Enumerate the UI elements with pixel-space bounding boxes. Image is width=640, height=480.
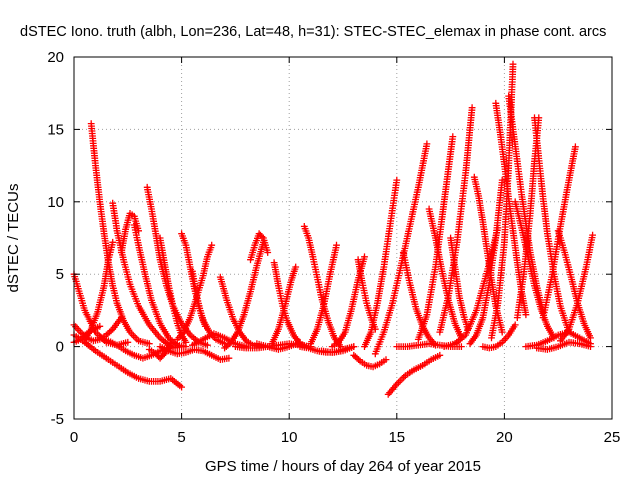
data-point-markers <box>479 321 519 352</box>
data-series <box>511 198 558 342</box>
data-point-markers <box>361 176 401 350</box>
plot-frame <box>73 56 613 420</box>
data-point-markers <box>539 143 579 321</box>
data-point-markers <box>221 238 267 352</box>
x-axis-label: GPS time / hours of day 264 of year 2015 <box>205 458 481 475</box>
data-point-markers <box>307 241 340 348</box>
data-point-markers <box>384 351 444 398</box>
data-series <box>539 143 579 321</box>
data-point-markers <box>354 256 379 333</box>
x-tick-label: 25 <box>604 429 621 446</box>
data-series <box>300 223 345 350</box>
x-tick-label: 20 <box>496 429 513 446</box>
data-point-markers <box>109 199 175 350</box>
data-point-markers <box>268 263 300 348</box>
data-point-markers <box>511 198 558 342</box>
data-point-markers <box>189 267 209 330</box>
data-series <box>189 267 209 330</box>
data-series <box>173 241 216 343</box>
data-point-markers <box>300 223 345 350</box>
data-series <box>221 238 267 352</box>
x-tick-label: 0 <box>70 429 78 446</box>
data-series <box>488 60 517 342</box>
data-series <box>447 234 472 333</box>
y-tick-label: 0 <box>56 339 64 356</box>
data-series <box>318 343 358 356</box>
data-series <box>479 321 519 352</box>
y-tick-label: 5 <box>56 266 64 283</box>
data-series <box>307 241 340 348</box>
data-series <box>130 221 190 350</box>
data-point-markers <box>173 241 216 343</box>
data-markers <box>70 60 596 398</box>
data-series <box>361 176 401 350</box>
data-series <box>109 199 175 350</box>
chart-title: dSTEC Iono. truth (albh, Lon=236, Lat=48… <box>20 24 606 40</box>
data-point-markers <box>466 176 506 348</box>
data-point-markers <box>350 351 390 371</box>
data-series <box>156 343 233 363</box>
y-tick-label: -5 <box>51 411 64 428</box>
data-series <box>533 338 594 353</box>
data-point-markers <box>81 238 117 343</box>
y-axis-label: dSTEC / TECUs <box>5 184 22 293</box>
data-point-markers <box>156 343 233 363</box>
x-tick-label: 5 <box>177 429 185 446</box>
x-tick-label: 10 <box>281 429 298 446</box>
data-series <box>354 256 379 333</box>
data-series <box>466 176 506 348</box>
data-point-markers <box>488 60 517 342</box>
data-series <box>384 351 444 398</box>
data-point-markers <box>247 230 272 264</box>
data-point-markers <box>253 338 304 353</box>
data-point-markers <box>130 221 190 350</box>
data-series <box>253 338 304 353</box>
data-point-markers <box>557 231 596 345</box>
data-series <box>557 231 596 345</box>
y-tick-label: 15 <box>47 121 64 138</box>
y-tick-label: 20 <box>47 49 64 66</box>
data-series <box>81 238 117 343</box>
data-point-markers <box>117 210 142 256</box>
data-point-markers <box>318 343 358 356</box>
data-series <box>247 230 272 264</box>
data-series <box>350 351 390 371</box>
data-point-markers <box>533 338 594 353</box>
data-series <box>268 263 300 348</box>
data-series <box>117 210 142 256</box>
x-tick-label: 15 <box>388 429 405 446</box>
axes: 0 5 10 15 20 25 -5 0 5 10 15 20 <box>47 49 620 446</box>
y-tick-label: 10 <box>47 194 64 211</box>
data-point-markers <box>447 234 472 333</box>
